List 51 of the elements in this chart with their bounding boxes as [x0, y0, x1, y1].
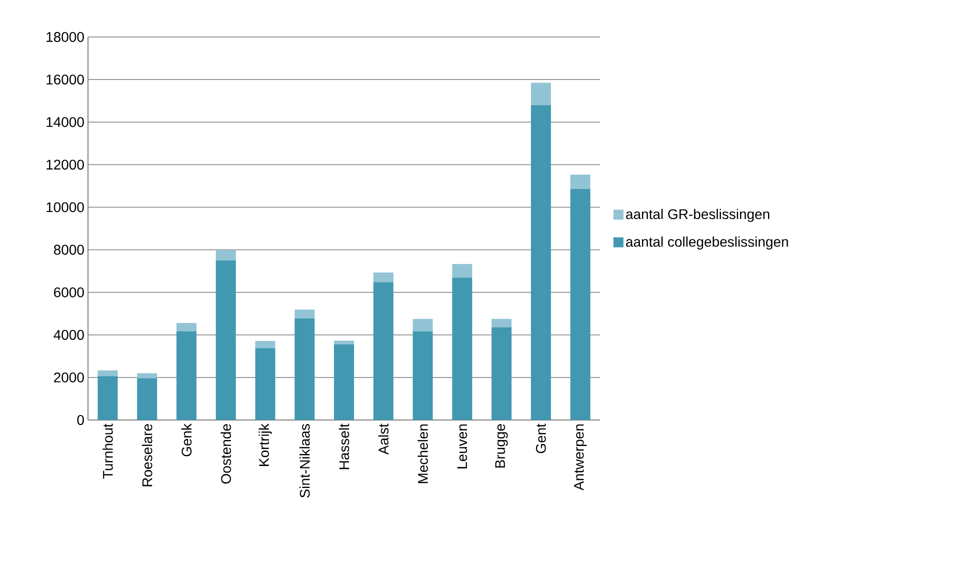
- legend-label: aantal GR-beslissingen: [626, 208, 770, 222]
- bar: [492, 318, 512, 328]
- x-tick-label: Aalst: [378, 424, 389, 455]
- bar: [373, 272, 394, 282]
- bar: [570, 188, 590, 420]
- bar: [255, 348, 276, 420]
- x-tick-label: Kortrijk: [258, 424, 272, 466]
- y-tick-label: 16000: [46, 74, 84, 85]
- y-tick-label: 12000: [46, 160, 84, 170]
- y-tick-label: 8000: [54, 244, 84, 255]
- y-tick-label: 2000: [54, 372, 84, 382]
- bar: [373, 282, 394, 420]
- x-tick-label: Sint-Niklaas: [299, 424, 310, 498]
- bar: [216, 250, 236, 260]
- x-tick-label: Mechelen: [418, 424, 428, 484]
- bar: [98, 376, 118, 420]
- bar: [176, 331, 196, 420]
- y-tick-label: 18000: [46, 32, 84, 42]
- x-tick-label: Roeselare: [142, 424, 152, 486]
- bar: [176, 322, 196, 332]
- bar: [334, 340, 354, 344]
- x-tick-label: Oostende: [220, 424, 231, 484]
- x-tick-label: Turnhout: [102, 424, 113, 479]
- bar: [530, 105, 551, 420]
- bar: [530, 82, 551, 106]
- y-tick-label: 10000: [46, 202, 84, 212]
- bar: [137, 373, 158, 378]
- x-tick-label: Antwerpen: [574, 424, 587, 490]
- bar: [255, 341, 276, 348]
- bar: [412, 331, 433, 420]
- x-tick-label: Gent: [536, 424, 546, 454]
- bar: [412, 318, 433, 332]
- y-tick-label: 6000: [54, 287, 84, 298]
- bar: [294, 310, 315, 318]
- x-tick-label: Leuven: [457, 424, 468, 468]
- bar: [570, 174, 590, 189]
- bar: [98, 370, 118, 376]
- bar: [216, 260, 236, 420]
- bar: [492, 327, 512, 420]
- x-tick-label: Brugge: [495, 424, 508, 468]
- bar: [452, 264, 472, 278]
- y-tick-label: 14000: [46, 117, 84, 128]
- x-tick-label: Hasselt: [338, 424, 350, 470]
- bar: [452, 278, 472, 420]
- y-tick-label: 4000: [54, 330, 84, 340]
- bar: [294, 318, 315, 420]
- x-tick-label: Genk: [181, 424, 192, 456]
- legend-label: aantal collegebeslissingen: [626, 236, 788, 250]
- bar: [137, 378, 158, 420]
- y-tick-label: 0: [77, 415, 84, 425]
- bar: [334, 344, 354, 420]
